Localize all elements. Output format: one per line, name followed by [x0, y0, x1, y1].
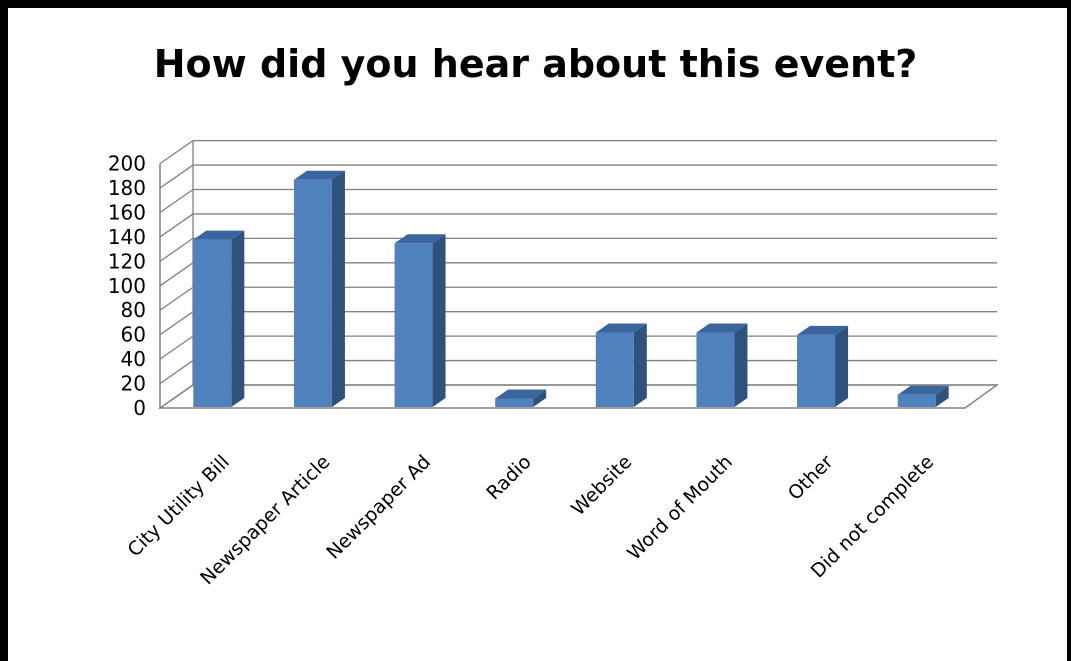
y-tick-label: 140 [108, 225, 146, 249]
x-tick-label: City Utility Bill [123, 451, 233, 561]
side-wall-gridline [159, 311, 194, 336]
bar-front [394, 243, 433, 407]
y-tick-label: 0 [133, 396, 146, 420]
bar-front [193, 239, 232, 407]
bar-front [797, 334, 836, 407]
side-wall-gridline [159, 237, 194, 262]
bar [293, 170, 345, 407]
bar-side [231, 230, 245, 407]
side-wall-gridline [159, 164, 194, 189]
bar-side [935, 385, 949, 407]
bar [797, 325, 849, 407]
y-tick-label: 60 [121, 323, 146, 347]
bar [595, 323, 647, 407]
y-tick-label: 20 [121, 372, 146, 396]
bar-top [696, 323, 748, 333]
bar-top [595, 323, 647, 333]
floor [157, 384, 1000, 409]
bar-front [495, 398, 534, 407]
bar [696, 323, 748, 407]
bar-front [293, 179, 332, 407]
side-wall-gridline [159, 213, 194, 238]
side-wall-gridline [159, 188, 194, 214]
bar-side [432, 234, 446, 407]
x-tick-label: Radio [482, 451, 535, 504]
bar-top [293, 170, 345, 180]
chart-title: How did you hear about this event? [153, 42, 918, 86]
x-tick-label: Website [567, 451, 636, 520]
bar [897, 385, 949, 407]
side-wall-gridline [159, 262, 194, 287]
side-wall-gridline [159, 286, 194, 311]
x-tick-label: Newspaper Ad [322, 451, 435, 564]
bar-top [495, 389, 547, 399]
y-tick-label: 180 [108, 176, 146, 200]
x-tick-label: Other [784, 451, 838, 505]
side-wall-gridline [159, 360, 194, 385]
bar [394, 234, 446, 407]
bar-side [835, 325, 849, 407]
bar [495, 389, 547, 407]
y-tick-label: 200 [108, 152, 146, 176]
bar-front [595, 332, 634, 407]
bar-side [533, 389, 547, 407]
y-tick-label: 80 [121, 298, 146, 322]
bar-front [897, 394, 936, 407]
y-tick-label: 120 [108, 249, 146, 273]
bar-side [734, 323, 748, 407]
bar-side [633, 323, 647, 407]
y-tick-label: 100 [108, 274, 146, 298]
side-wall-gridline [159, 335, 194, 360]
y-tick-label: 160 [108, 200, 146, 224]
bar-top [394, 234, 446, 244]
bar-top [797, 325, 849, 335]
bar-front [696, 332, 735, 407]
bar-top [193, 230, 245, 240]
bar-side [331, 170, 345, 407]
side-wall-gridline [159, 140, 194, 165]
bar-top [897, 385, 949, 395]
bar [193, 230, 245, 407]
y-tick-label: 40 [121, 347, 146, 371]
x-tick-label: Word of Mouth [623, 451, 737, 565]
